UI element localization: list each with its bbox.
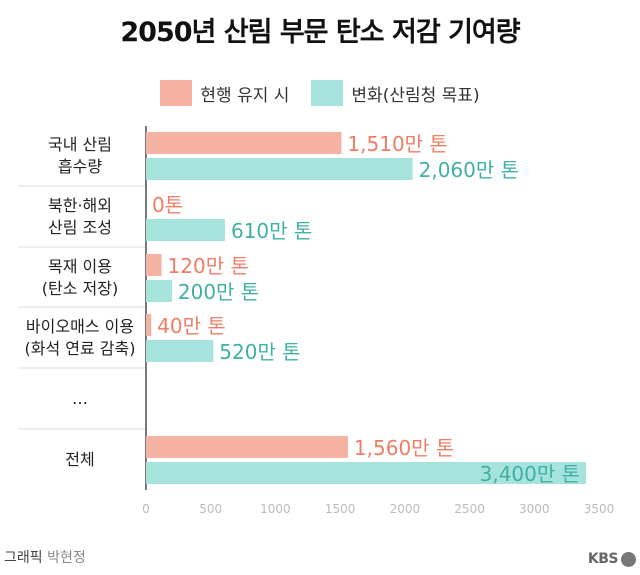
value-label-current: 40만 톤 bbox=[157, 314, 226, 338]
bar-change bbox=[146, 340, 214, 362]
value-label-change: 200만 톤 bbox=[178, 280, 259, 304]
category-label: (화석 연료 감축) bbox=[25, 339, 136, 358]
legend-item-current: 현행 유지 시 bbox=[160, 80, 289, 106]
category-label: 전체 bbox=[65, 450, 94, 469]
value-label-current: 1,560만 톤 bbox=[354, 436, 454, 460]
legend-label-current: 현행 유지 시 bbox=[200, 85, 290, 106]
legend-swatch-current bbox=[160, 80, 193, 106]
value-label-change: 520만 톤 bbox=[219, 340, 300, 364]
credit-label: 그래픽 bbox=[4, 550, 43, 566]
value-label-current: 1,510만 톤 bbox=[347, 132, 447, 156]
x-tick-label: 500 bbox=[199, 502, 222, 516]
category-label: (탄소 저장) bbox=[42, 279, 118, 298]
x-tick-label: 2000 bbox=[390, 502, 421, 516]
category-label: 흡수량 bbox=[58, 157, 102, 176]
value-label-change: 610만 톤 bbox=[231, 219, 312, 243]
credit-name: 박현정 bbox=[47, 550, 86, 566]
logo-mark-icon bbox=[621, 551, 636, 567]
kbs-logo: KBS bbox=[588, 551, 636, 567]
legend-label-change: 변화(산림청 목표) bbox=[351, 85, 480, 106]
bar-change bbox=[146, 219, 225, 241]
bar-change bbox=[146, 158, 413, 180]
value-label-change: 3,400만 톤 bbox=[480, 462, 580, 486]
value-label-change: 2,060만 톤 bbox=[419, 158, 519, 182]
category-label: 국내 산림 bbox=[48, 135, 112, 154]
category-label: … bbox=[72, 389, 88, 408]
logo-text: KBS bbox=[587, 551, 619, 567]
bar-current bbox=[146, 436, 348, 458]
category-label: 산림 조성 bbox=[48, 218, 112, 237]
value-label-current: 120만 톤 bbox=[168, 254, 249, 278]
category-label: 북한·해외 bbox=[48, 196, 112, 215]
x-tick-label: 3000 bbox=[519, 502, 550, 516]
category-label: 바이오매스 이용 bbox=[26, 317, 134, 336]
bar-current bbox=[146, 254, 162, 276]
bar-change bbox=[146, 462, 587, 484]
credit: 그래픽 박현정 bbox=[4, 547, 86, 567]
bar-current bbox=[146, 132, 342, 154]
bar-current bbox=[146, 314, 152, 336]
legend: 현행 유지 시 변화(산림청 목표) bbox=[0, 80, 640, 106]
x-tick-label: 1500 bbox=[325, 502, 356, 516]
bar-change bbox=[146, 280, 172, 302]
x-tick-label: 0 bbox=[142, 502, 150, 516]
x-tick-label: 1000 bbox=[260, 502, 291, 516]
legend-item-change: 변화(산림청 목표) bbox=[311, 80, 480, 106]
chart-title: 2050년 산림 부문 탄소 저감 기여량 bbox=[120, 17, 520, 48]
x-tick-label: 3500 bbox=[584, 502, 615, 516]
category-label: 목재 이용 bbox=[48, 257, 112, 276]
legend-swatch-change bbox=[311, 80, 344, 106]
x-tick-label: 2500 bbox=[454, 502, 485, 516]
value-label-current: 0톤 bbox=[152, 193, 183, 217]
